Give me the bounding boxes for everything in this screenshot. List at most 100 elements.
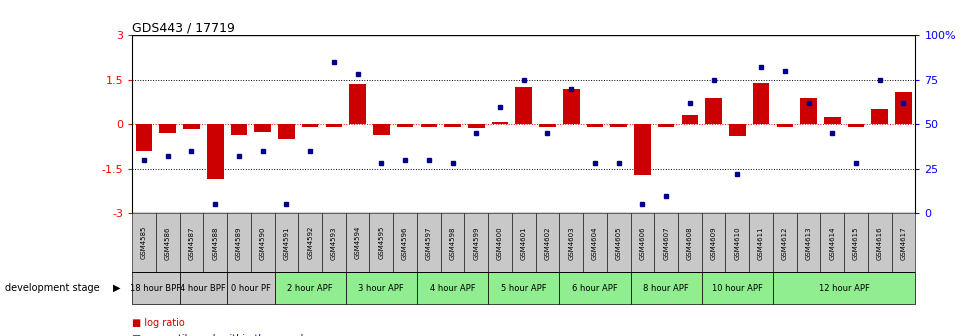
Text: GSM4588: GSM4588 [212, 226, 218, 259]
Bar [867, 213, 891, 272]
Bar [748, 213, 773, 272]
Text: GSM4605: GSM4605 [615, 226, 621, 259]
Bar [159, 124, 176, 133]
Text: GSM4597: GSM4597 [425, 226, 431, 259]
Bar [393, 213, 417, 272]
Text: GSM4606: GSM4606 [639, 226, 645, 260]
Text: ■ percentile rank within the sample: ■ percentile rank within the sample [132, 334, 309, 336]
Text: GDS443 / 17719: GDS443 / 17719 [132, 21, 235, 34]
Bar [630, 272, 701, 304]
Text: development stage: development stage [5, 283, 100, 293]
Bar [562, 89, 579, 124]
Text: 8 hour APF: 8 hour APF [643, 284, 689, 293]
Text: 3 hour APF: 3 hour APF [358, 284, 404, 293]
Bar [298, 213, 322, 272]
Bar [820, 213, 843, 272]
Text: GSM4609: GSM4609 [710, 226, 716, 260]
Bar [231, 124, 247, 135]
Bar [609, 124, 626, 127]
Text: 6 hour APF: 6 hour APF [571, 284, 617, 293]
Text: GSM4608: GSM4608 [687, 226, 692, 260]
Bar [653, 213, 678, 272]
Bar [440, 213, 464, 272]
Bar [301, 124, 318, 127]
Bar [132, 213, 156, 272]
Bar [156, 213, 179, 272]
Bar [488, 213, 511, 272]
Text: 4 hour APF: 4 hour APF [429, 284, 475, 293]
Text: GSM4611: GSM4611 [757, 226, 763, 260]
Bar [179, 272, 227, 304]
Bar [464, 213, 488, 272]
Bar [823, 117, 840, 124]
Text: GSM4602: GSM4602 [544, 226, 550, 259]
Bar [369, 213, 393, 272]
Bar [539, 124, 556, 127]
Bar [417, 213, 440, 272]
Bar [511, 213, 535, 272]
Text: GSM4600: GSM4600 [497, 226, 503, 260]
Bar [326, 124, 342, 127]
Bar [132, 272, 179, 304]
Bar [421, 124, 437, 127]
Bar [227, 272, 274, 304]
Text: 10 hour APF: 10 hour APF [711, 284, 762, 293]
Bar [606, 213, 630, 272]
Bar [444, 124, 461, 127]
Bar [701, 272, 773, 304]
Bar [891, 213, 914, 272]
Text: GSM4595: GSM4595 [378, 226, 384, 259]
Text: 18 hour BPF: 18 hour BPF [130, 284, 181, 293]
Text: GSM4592: GSM4592 [307, 226, 313, 259]
Bar [847, 124, 864, 127]
Bar [345, 272, 417, 304]
Text: GSM4599: GSM4599 [472, 226, 479, 259]
Text: 4 hour BPF: 4 hour BPF [180, 284, 226, 293]
Bar [796, 213, 820, 272]
Bar [657, 124, 674, 127]
Bar [183, 124, 200, 129]
Bar [894, 92, 911, 124]
Bar [203, 213, 227, 272]
Text: GSM4615: GSM4615 [852, 226, 858, 259]
Bar [345, 213, 369, 272]
Bar [725, 213, 748, 272]
Bar [729, 124, 745, 136]
Text: 5 hour APF: 5 hour APF [501, 284, 546, 293]
Bar [583, 213, 606, 272]
Bar [322, 213, 345, 272]
Text: GSM4616: GSM4616 [876, 226, 882, 260]
Text: GSM4587: GSM4587 [189, 226, 195, 259]
Text: GSM4596: GSM4596 [402, 226, 408, 259]
Text: 12 hour APF: 12 hour APF [818, 284, 868, 293]
Bar [535, 213, 558, 272]
Bar [681, 116, 697, 124]
Bar [515, 87, 531, 124]
Text: GSM4603: GSM4603 [567, 226, 574, 260]
Bar [558, 213, 583, 272]
Bar [776, 124, 792, 127]
Bar [179, 213, 203, 272]
Bar [254, 124, 271, 132]
Text: 0 hour PF: 0 hour PF [231, 284, 271, 293]
Bar [349, 84, 366, 124]
Bar [678, 213, 701, 272]
Bar [491, 122, 508, 124]
Text: 2 hour APF: 2 hour APF [288, 284, 333, 293]
Text: GSM4591: GSM4591 [284, 226, 289, 259]
Bar [227, 213, 250, 272]
Bar [870, 110, 887, 124]
Bar [274, 272, 345, 304]
Text: ▶: ▶ [112, 283, 120, 293]
Text: GSM4607: GSM4607 [662, 226, 669, 260]
Bar [250, 213, 274, 272]
Bar [630, 213, 653, 272]
Text: GSM4617: GSM4617 [900, 226, 906, 260]
Bar [417, 272, 488, 304]
Bar [396, 124, 413, 127]
Bar [773, 272, 914, 304]
Bar [488, 272, 558, 304]
Text: GSM4610: GSM4610 [734, 226, 739, 260]
Bar [773, 213, 796, 272]
Bar [274, 213, 298, 272]
